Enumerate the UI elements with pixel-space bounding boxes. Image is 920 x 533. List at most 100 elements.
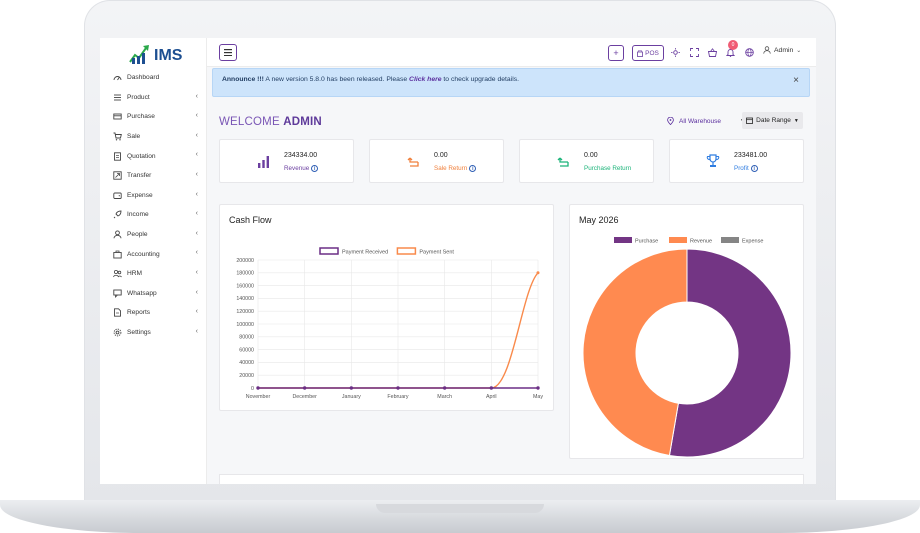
laptop-notch	[376, 504, 544, 513]
hamburger-icon	[224, 49, 232, 56]
stat-label-text: Sale Return	[434, 165, 468, 172]
sidebar-item-transfer[interactable]: Transfer ‹	[100, 166, 207, 186]
pos-button[interactable]: POS	[632, 45, 664, 61]
location-pin-icon	[667, 117, 674, 125]
add-button[interactable]: +	[608, 45, 624, 61]
app-logo[interactable]: IMS	[128, 42, 188, 68]
sidebar-item-label: Product	[127, 93, 150, 101]
stat-value: 234334.00	[284, 152, 318, 159]
stat-card-profit[interactable]: 233481.00 Profit i	[669, 139, 804, 183]
sidebar-item-accounting[interactable]: Accounting ‹	[100, 244, 207, 264]
chevron-left-icon: ‹	[195, 131, 198, 139]
fullscreen-icon[interactable]	[689, 47, 699, 57]
chevron-left-icon: ‹	[195, 170, 198, 178]
sidebar-item-income[interactable]: Income ‹	[100, 205, 207, 225]
y-tick-label: 60000	[239, 347, 254, 353]
sidebar-item-people[interactable]: People ‹	[100, 225, 207, 245]
legend-label: Purchase	[635, 239, 658, 245]
data-point	[256, 386, 260, 390]
sidebar-item-expense[interactable]: Expense ‹	[100, 186, 207, 206]
announcement-text-before: A new version 5.8.0 has been released. P…	[263, 76, 410, 83]
stat-card-revenue[interactable]: 234334.00 Revenue i	[219, 139, 354, 183]
sidebar-item-label: Sale	[127, 133, 141, 141]
basket-icon[interactable]	[707, 47, 717, 57]
x-tick-label: March	[437, 394, 452, 400]
chevron-left-icon: ‹	[195, 268, 198, 276]
chat-icon	[113, 289, 122, 298]
calendar-icon	[746, 117, 754, 124]
info-icon[interactable]: i	[311, 165, 319, 172]
sidebar-item-label: Transfer	[127, 172, 152, 180]
rocket-icon	[113, 210, 122, 219]
sidebar-item-quotation[interactable]: Quotation ‹	[100, 146, 207, 166]
sidebar-item-whatsapp[interactable]: Whatsapp ‹	[100, 284, 207, 304]
close-icon[interactable]: ×	[793, 75, 799, 86]
sidebar-item-settings[interactable]: Settings ‹	[100, 323, 207, 343]
info-icon[interactable]: i	[750, 165, 758, 172]
sidebar-item-label: Quotation	[127, 152, 156, 160]
topbar: + POS 0 Admin ⌄	[207, 38, 816, 67]
stat-card-sale-return[interactable]: 0.00 Sale Return i	[369, 139, 504, 183]
user-menu[interactable]: Admin ⌄	[763, 46, 801, 54]
cashflow-chart: Payment Received Payment Sent 0 20000 40000 6…	[236, 247, 543, 400]
cart-icon	[113, 132, 122, 141]
legend-swatch	[669, 237, 687, 243]
stat-label-text: Revenue	[284, 165, 310, 172]
x-tick-label: December	[292, 394, 317, 400]
data-point	[396, 386, 400, 390]
app-screen: IMS Dashboard Product ‹ Purchase ‹ Sale ‹ Quota…	[100, 38, 816, 484]
chevron-down-icon: ⌄	[796, 47, 802, 54]
date-range-label: Date Range	[756, 117, 791, 124]
welcome-text: WELCOME	[219, 116, 284, 128]
x-tick-label: February	[387, 394, 409, 400]
logo-text: IMS	[154, 47, 183, 64]
gear-icon	[113, 328, 122, 337]
chevron-left-icon: ‹	[195, 151, 198, 159]
date-range-button[interactable]: Date Range ▼	[742, 112, 803, 129]
y-tick-label: 80000	[239, 335, 254, 341]
stat-label-text: Purchase Return	[584, 165, 632, 172]
sidebar: IMS Dashboard Product ‹ Purchase ‹ Sale ‹ Quota…	[100, 38, 207, 484]
chevron-left-icon: ‹	[195, 210, 198, 218]
chevron-left-icon: ‹	[195, 92, 198, 100]
x-tick-label: January	[342, 394, 361, 400]
caret-down-icon: ▼	[793, 117, 799, 124]
stat-value: 233481.00	[734, 152, 768, 159]
chevron-left-icon: ‹	[195, 249, 198, 257]
sidebar-item-sale[interactable]: Sale ‹	[100, 127, 207, 147]
data-point	[489, 386, 494, 390]
data-point	[536, 386, 540, 390]
y-tick-label: 120000	[236, 309, 254, 315]
chevron-left-icon: ‹	[195, 190, 198, 198]
trophy-icon	[705, 153, 721, 169]
sidebar-item-label: Accounting	[127, 250, 160, 258]
stat-card-purchase-return[interactable]: 0.00 Purchase Return	[519, 139, 654, 183]
wallet-icon	[113, 191, 122, 200]
data-point	[349, 386, 354, 390]
sidebar-item-label: People	[127, 231, 148, 239]
welcome-heading: WELCOME ADMIN	[219, 116, 322, 128]
announcement-text-after: to check upgrade details.	[441, 76, 519, 83]
globe-icon[interactable]	[744, 47, 754, 57]
info-icon[interactable]: i	[469, 165, 477, 172]
announcement-link[interactable]: Click here	[409, 76, 442, 83]
chevron-left-icon: ‹	[195, 327, 198, 335]
sidebar-item-hrm[interactable]: HRM ‹	[100, 264, 207, 284]
sidebar-item-product[interactable]: Product ‹	[100, 88, 207, 108]
theme-icon[interactable]	[670, 47, 680, 57]
sidebar-item-dashboard[interactable]: Dashboard	[100, 68, 207, 88]
data-point	[442, 386, 447, 390]
sidebar-item-reports[interactable]: Reports ‹	[100, 303, 207, 323]
stat-label: Purchase Return	[584, 165, 631, 172]
donut-slice	[668, 248, 792, 458]
donut-slice	[582, 248, 688, 457]
return-icon	[555, 153, 571, 169]
sidebar-item-purchase[interactable]: Purchase ‹	[100, 107, 207, 127]
legend-swatch	[396, 247, 417, 255]
chevron-left-icon: ‹	[195, 288, 198, 296]
warehouse-select[interactable]: All Warehouse ▼	[667, 117, 745, 125]
y-tick-label: 20000	[239, 373, 254, 379]
bag-icon	[637, 49, 644, 57]
menu-toggle-button[interactable]	[219, 44, 237, 61]
return-icon	[405, 153, 421, 169]
